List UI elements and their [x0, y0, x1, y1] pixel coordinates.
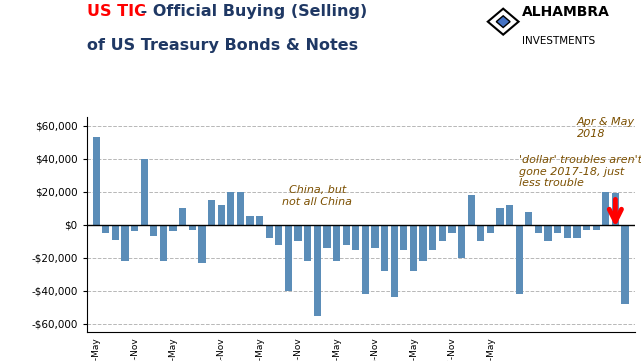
Bar [506, 205, 513, 225]
Bar [275, 225, 283, 244]
Bar [285, 225, 292, 291]
Bar [400, 225, 408, 249]
Bar [208, 200, 215, 225]
Bar [294, 225, 302, 241]
Bar [92, 137, 100, 225]
Bar [563, 225, 571, 238]
Bar [544, 225, 552, 241]
Bar [429, 225, 437, 249]
Bar [621, 225, 629, 304]
Text: INVESTMENTS: INVESTMENTS [522, 36, 595, 46]
Bar [217, 205, 225, 225]
Text: of US Treasury Bonds & Notes: of US Treasury Bonds & Notes [87, 38, 358, 53]
Bar [477, 225, 485, 241]
Bar [487, 225, 494, 233]
Bar [140, 158, 148, 225]
Bar [112, 225, 119, 240]
Text: China, but
not all China: China, but not all China [282, 185, 353, 206]
Bar [169, 225, 177, 231]
Bar [583, 225, 590, 230]
Bar [227, 192, 235, 225]
Bar [390, 225, 398, 297]
Bar [525, 212, 533, 225]
Bar [188, 225, 196, 230]
Bar [342, 225, 350, 244]
Bar [121, 225, 129, 261]
Text: 'dollar' troubles aren't
gone 2017-18, just
less trouble: 'dollar' troubles aren't gone 2017-18, j… [519, 155, 641, 188]
Text: Apr & May
2018: Apr & May 2018 [577, 117, 635, 139]
Bar [592, 225, 600, 230]
Text: US TIC: US TIC [87, 4, 146, 19]
Text: ALHAMBRA: ALHAMBRA [522, 5, 610, 19]
Bar [265, 225, 273, 238]
Bar [304, 225, 312, 261]
Bar [612, 193, 619, 225]
Text: - Official Buying (Selling): - Official Buying (Selling) [135, 4, 367, 19]
Bar [515, 225, 523, 294]
Bar [237, 192, 244, 225]
Bar [198, 225, 206, 263]
Bar [371, 225, 379, 248]
Bar [573, 225, 581, 238]
Bar [256, 217, 263, 225]
Bar [160, 225, 167, 261]
Bar [102, 225, 110, 233]
Bar [458, 225, 465, 258]
Bar [535, 225, 542, 233]
Bar [496, 208, 504, 225]
Bar [419, 225, 427, 261]
Bar [352, 225, 360, 249]
Bar [554, 225, 562, 233]
Bar [448, 225, 456, 233]
Bar [467, 195, 475, 225]
Bar [179, 208, 187, 225]
Bar [438, 225, 446, 241]
Bar [150, 225, 158, 236]
Bar [313, 225, 321, 316]
Bar [381, 225, 388, 271]
Bar [323, 225, 331, 248]
Bar [131, 225, 138, 231]
Bar [410, 225, 417, 271]
Bar [333, 225, 340, 261]
Bar [362, 225, 369, 294]
Bar [602, 192, 610, 225]
Bar [246, 217, 254, 225]
